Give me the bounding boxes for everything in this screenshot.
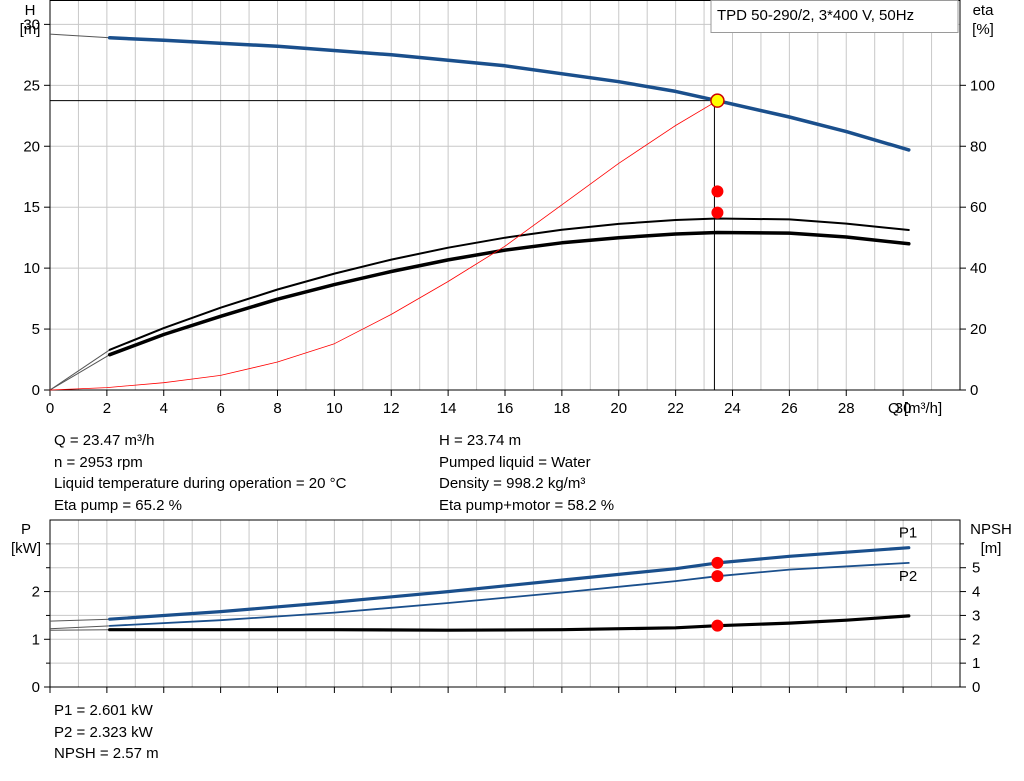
p2-curve [108, 562, 910, 627]
y-tick-label: 15 [23, 199, 40, 216]
p-tick-label: 2 [32, 584, 40, 601]
eta-pump-motor-curve-extension [49, 354, 110, 391]
info-h: H = 23.74 m [439, 432, 522, 449]
eta-pump-curve [108, 217, 910, 351]
eta-pump-motor-curve [107, 230, 911, 357]
x-tick-label: 18 [554, 400, 571, 417]
title-box [710, 0, 959, 33]
y-tick-label: 10 [23, 260, 40, 277]
p-tick-label: 1 [32, 631, 40, 648]
info-q: Q = 23.47 m³/h [54, 432, 155, 449]
x-tick-label: 12 [383, 400, 400, 417]
y2-tick-label: 0 [970, 382, 978, 399]
x-tick-label: 4 [160, 400, 168, 417]
y2-tick-label: 40 [970, 260, 987, 277]
info-p2: P2 = 2.323 kW [54, 723, 153, 741]
y-tick-label: 25 [23, 77, 40, 94]
p2-curve-extension [49, 625, 110, 630]
x-tick-label: 10 [326, 400, 343, 417]
operating-point-marker [711, 556, 724, 569]
npsh-tick-label: 3 [972, 607, 980, 624]
y-axis-label: H [25, 2, 36, 19]
power-npsh-info: P1 = 2.601 kW P2 = 2.323 kW NPSH = 2.57 … [54, 700, 159, 765]
x-tick-label: 20 [610, 400, 627, 417]
npsh-curve [108, 614, 911, 632]
x-axis-label: Q [m³/h] [888, 400, 942, 417]
eta-pump-curve-extension [49, 349, 110, 391]
operating-point-marker [711, 570, 724, 583]
p1-curve-extension [49, 618, 110, 622]
y-axis-unit: [m] [20, 21, 41, 38]
y2-tick-label: 20 [970, 321, 987, 338]
npsh-axis-label: NPSH [970, 521, 1012, 538]
x-tick-label: 8 [273, 400, 281, 417]
npsh-tick-label: 0 [972, 679, 980, 696]
npsh-axis-unit: [m] [981, 540, 1002, 557]
y2-axis-label: eta [973, 2, 995, 19]
npsh-tick-label: 1 [972, 655, 980, 672]
p-tick-label: 0 [32, 679, 40, 696]
info-p1: P1 = 2.601 kW [54, 702, 153, 719]
y-tick-label: 20 [23, 138, 40, 155]
p-axis-label: P [21, 521, 31, 538]
x-tick-label: 22 [667, 400, 684, 417]
y2-tick-label: 60 [970, 199, 987, 216]
x-tick-label: 0 [46, 400, 54, 417]
chart-title: TPD 50-290/2, 3*400 V, 50Hz [717, 7, 914, 24]
info-pumped-liquid: Pumped liquid = Water [439, 453, 591, 471]
x-tick-label: 28 [838, 400, 855, 417]
p1-series-label: P1 [899, 525, 917, 542]
x-tick-label: 24 [724, 400, 741, 417]
operating-point-marker [711, 619, 724, 632]
npsh-tick-label: 5 [972, 560, 980, 577]
info-eta-pump-motor: Eta pump+motor = 58.2 % [439, 496, 615, 514]
y-tick-label: 5 [32, 321, 40, 338]
duty-point-info-right: H = 23.74 m Pumped liquid = Water Densit… [439, 430, 614, 516]
p-axis-unit: [kW] [11, 540, 41, 557]
duty-point-marker [710, 93, 725, 108]
info-n: n = 2953 rpm [54, 453, 143, 471]
info-eta-pump: Eta pump = 65.2 % [54, 496, 182, 514]
y2-tick-label: 80 [970, 138, 987, 155]
y-tick-label: 30 [23, 16, 40, 33]
x-tick-label: 16 [497, 400, 514, 417]
npsh-tick-label: 2 [972, 631, 980, 648]
head-curve [107, 36, 911, 152]
y-tick-label: 0 [32, 382, 40, 399]
head-curve-extension [49, 33, 110, 39]
info-liquid-temperature: Liquid temperature during operation = 20… [54, 475, 347, 492]
p1-curve [108, 546, 911, 621]
x-tick-label: 26 [781, 400, 798, 417]
eta-marker [711, 185, 724, 198]
x-tick-label: 14 [440, 400, 457, 417]
duty-point-info-left: Q = 23.47 m³/h n = 2953 rpm Liquid tempe… [54, 430, 346, 516]
y2-axis-unit: [%] [972, 21, 994, 38]
info-density: Density = 998.2 kg/m³ [439, 475, 586, 492]
p2-series-label: P2 [899, 568, 917, 585]
info-npsh: NPSH = 2.57 m [54, 745, 159, 762]
eta-marker [711, 206, 724, 219]
npsh-tick-label: 4 [972, 584, 980, 601]
system-curve [49, 100, 718, 391]
x-tick-label: 2 [103, 400, 111, 417]
x-tick-label: 6 [216, 400, 224, 417]
x-tick-label: 30 [895, 400, 912, 417]
y2-tick-label: 100 [970, 77, 995, 94]
